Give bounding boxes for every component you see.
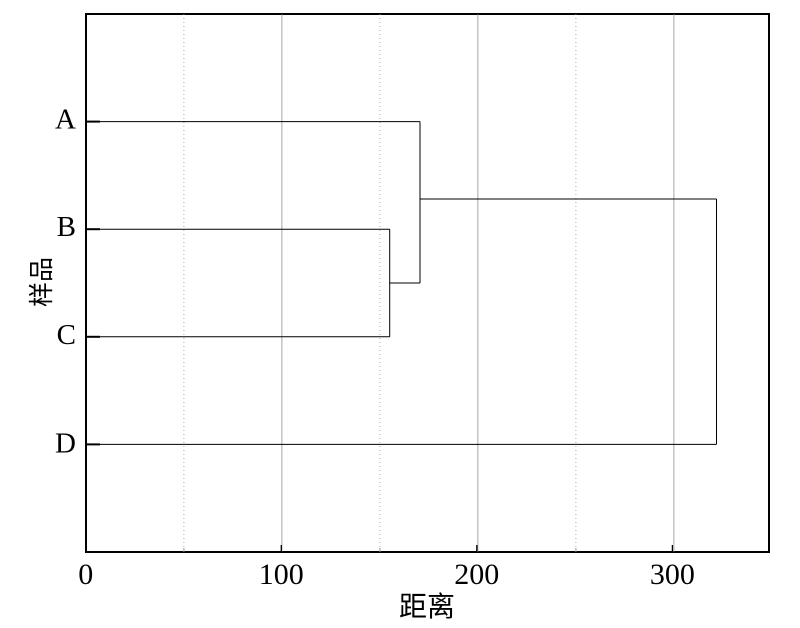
svg-text:300: 300 [650, 558, 695, 591]
svg-text:距离: 距离 [399, 591, 455, 623]
svg-text:100: 100 [259, 558, 304, 591]
svg-text:D: D [55, 428, 76, 460]
svg-text:B: B [57, 211, 76, 243]
svg-text:样品: 样品 [28, 257, 56, 307]
svg-text:200: 200 [454, 558, 499, 591]
svg-text:A: A [55, 104, 76, 136]
svg-text:C: C [57, 319, 76, 351]
svg-text:0: 0 [78, 558, 93, 591]
